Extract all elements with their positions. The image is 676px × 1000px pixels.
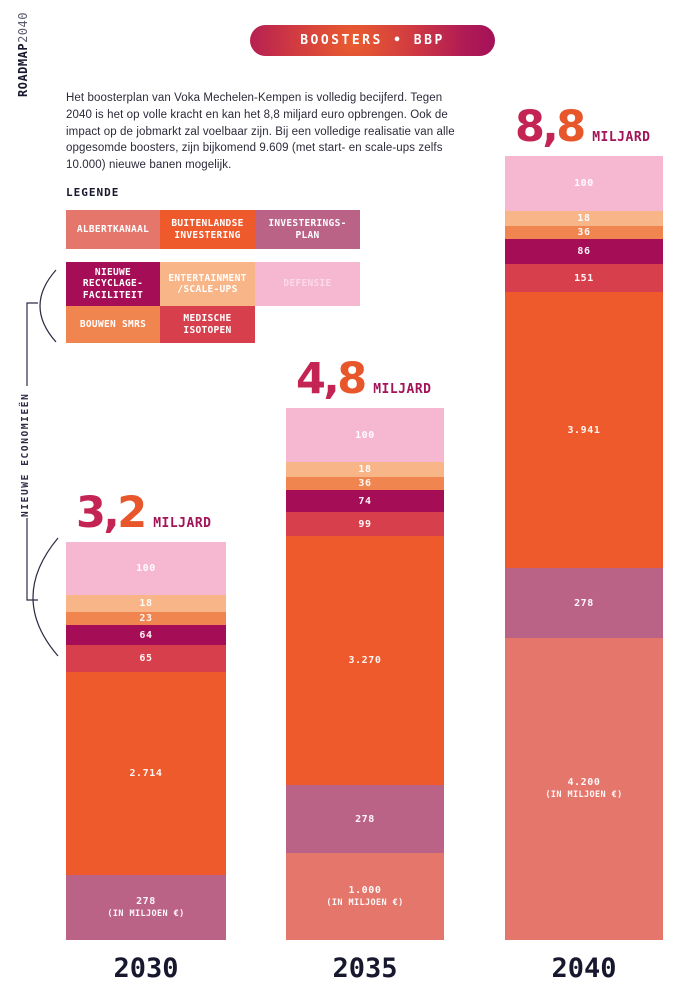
segment-entertainment-2040: 18 (505, 211, 663, 226)
roadmap-brand-vertical-label: ROADMAP2040 (16, 12, 30, 97)
segment-medische_isotopen-2040: 151 (505, 264, 663, 292)
segment-value: 18 (139, 598, 153, 609)
legend-item-buitenlandse_investering: BUITENLANDSE INVESTERING (160, 210, 255, 249)
segment-investeringsplan-2030: 278 (IN MILJOEN €) (66, 875, 226, 940)
segment-unit-note: (IN MILJOEN €) (107, 908, 185, 919)
segment-medische_isotopen-2035: 99 (286, 512, 444, 536)
legend-title: LEGENDE (66, 186, 120, 199)
segment-investeringsplan-2035: 278 (286, 785, 444, 853)
segment-value: 100 (355, 429, 375, 441)
segment-albertkanaal-2040: 4.200 (IN MILJOEN €) (505, 638, 663, 940)
legend-item-albertkanaal: ALBERTKANAAL (66, 210, 160, 249)
segment-medische_isotopen-2030: 65 (66, 645, 226, 672)
segment-value: 86 (577, 246, 591, 257)
segment-defensie-2030: 100 (66, 542, 226, 595)
segment-value: 100 (136, 563, 156, 574)
legend-item-medische_isotopen: MEDISCHE ISOTOPEN (160, 306, 255, 343)
segment-value: 278 (574, 597, 594, 609)
total-number-part1: 3, (76, 488, 120, 538)
total-suffix: MILJARD (592, 130, 651, 145)
segment-unit-note: (IN MILJOEN €) (326, 897, 404, 908)
segment-buitenlandse_investering-2040: 3.941 (505, 292, 663, 568)
segment-value: 3.270 (348, 655, 382, 666)
legend-item-bouwen_smrs: BOUWEN SMRS (66, 306, 160, 343)
segment-unit-note: (IN MILJOEN €) (545, 790, 623, 801)
bar-total-label-2040: 8, 8 MILJARD (515, 102, 650, 152)
segment-nieuwe_recyclage-2030: 64 (66, 625, 226, 645)
legend-row: BOUWEN SMRS MEDISCHE ISOTOPEN (66, 306, 360, 343)
segment-value: 36 (358, 478, 372, 489)
total-number-part1: 8, (515, 102, 559, 152)
total-number-part2: 2 (117, 488, 147, 538)
bar-total-label-2035: 4, 8 MILJARD (296, 354, 431, 404)
year-label-2030: 2030 (113, 953, 179, 984)
segment-value: 18 (358, 464, 372, 475)
segment-value: 100 (574, 178, 594, 189)
segment-value: 99 (358, 518, 372, 530)
intro-paragraph: Het boosterplan van Voka Mechelen-Kempen… (66, 92, 455, 172)
segment-nieuwe_recyclage-2040: 86 (505, 239, 663, 264)
legend-item-nieuwe_recyclage: NIEUWE RECYCLAGE- FACILITEIT (66, 262, 160, 306)
segment-value: 151 (574, 272, 594, 284)
segment-value: 4.200 (567, 777, 601, 789)
legend-row: NIEUWE RECYCLAGE- FACILITEIT ENTERTAINMEN… (66, 262, 360, 306)
segment-buitenlandse_investering-2030: 2.714 (66, 672, 226, 875)
segment-value: 18 (577, 213, 591, 224)
legend-item-entertainment: ENTERTAINMENT /SCALE-UPS (160, 262, 255, 306)
segment-value: 3.941 (567, 424, 601, 436)
segment-entertainment-2030: 18 (66, 595, 226, 612)
segment-investeringsplan-2040: 278 (505, 568, 663, 638)
total-number-part2: 8 (556, 102, 586, 152)
segment-bouwen_smrs-2040: 36 (505, 226, 663, 239)
segment-bouwen_smrs-2030: 23 (66, 612, 226, 625)
total-number-part2: 8 (337, 354, 367, 404)
legend-row: ALBERTKANAAL BUITENLANDSE INVESTERING INVE… (66, 210, 360, 249)
segment-value: 65 (139, 653, 153, 664)
segment-entertainment-2035: 18 (286, 462, 444, 477)
segment-nieuwe_recyclage-2035: 74 (286, 490, 444, 512)
segment-value: 1.000 (348, 884, 382, 896)
bar-2030: 3, 2 MILJARD 100 18 23 64 65 2.714 278 (IN MILJOEN… (66, 488, 226, 984)
segment-albertkanaal-2035: 1.000 (IN MILJOEN €) (286, 853, 444, 940)
legend-item-defensie: DEFENSIE (255, 262, 360, 306)
segment-value: 278 (355, 813, 375, 825)
legend-item-investeringsplan: INVESTERINGS- PLAN (255, 210, 360, 249)
brand-roadmap-text: ROADMAP (16, 42, 30, 97)
total-suffix: MILJARD (373, 382, 432, 397)
segment-buitenlandse_investering-2035: 3.270 (286, 536, 444, 785)
bar-2040: 8, 8 MILJARD 100 18 36 86 151 3.941 278 4.200 (IN M… (505, 102, 663, 984)
brand-year-text: 2040 (16, 12, 30, 43)
segment-value: 278 (136, 895, 156, 907)
segment-bouwen_smrs-2035: 36 (286, 477, 444, 490)
total-suffix: MILJARD (153, 516, 212, 531)
segment-defensie-2040: 100 (505, 156, 663, 211)
segment-value: 64 (139, 629, 153, 641)
segment-value: 23 (139, 613, 153, 624)
legend: ALBERTKANAAL BUITENLANDSE INVESTERING INVE… (66, 210, 360, 343)
bar-2035: 4, 8 MILJARD 100 18 36 74 99 3.270 278 1.000 (IN MI… (286, 354, 444, 984)
boosters-bbp-badge: BOOSTERS • BBP (250, 25, 495, 56)
year-label-2035: 2035 (332, 953, 398, 984)
segment-value: 74 (358, 495, 372, 507)
nieuwe-economieen-vertical-label: NIEUWE ECONOMIEËN (20, 392, 31, 517)
segment-value: 2.714 (129, 768, 163, 779)
bar-total-label-2030: 3, 2 MILJARD (76, 488, 211, 538)
segment-value: 36 (577, 227, 591, 238)
total-number-part1: 4, (296, 354, 340, 404)
segment-defensie-2035: 100 (286, 408, 444, 462)
year-label-2040: 2040 (551, 953, 617, 984)
